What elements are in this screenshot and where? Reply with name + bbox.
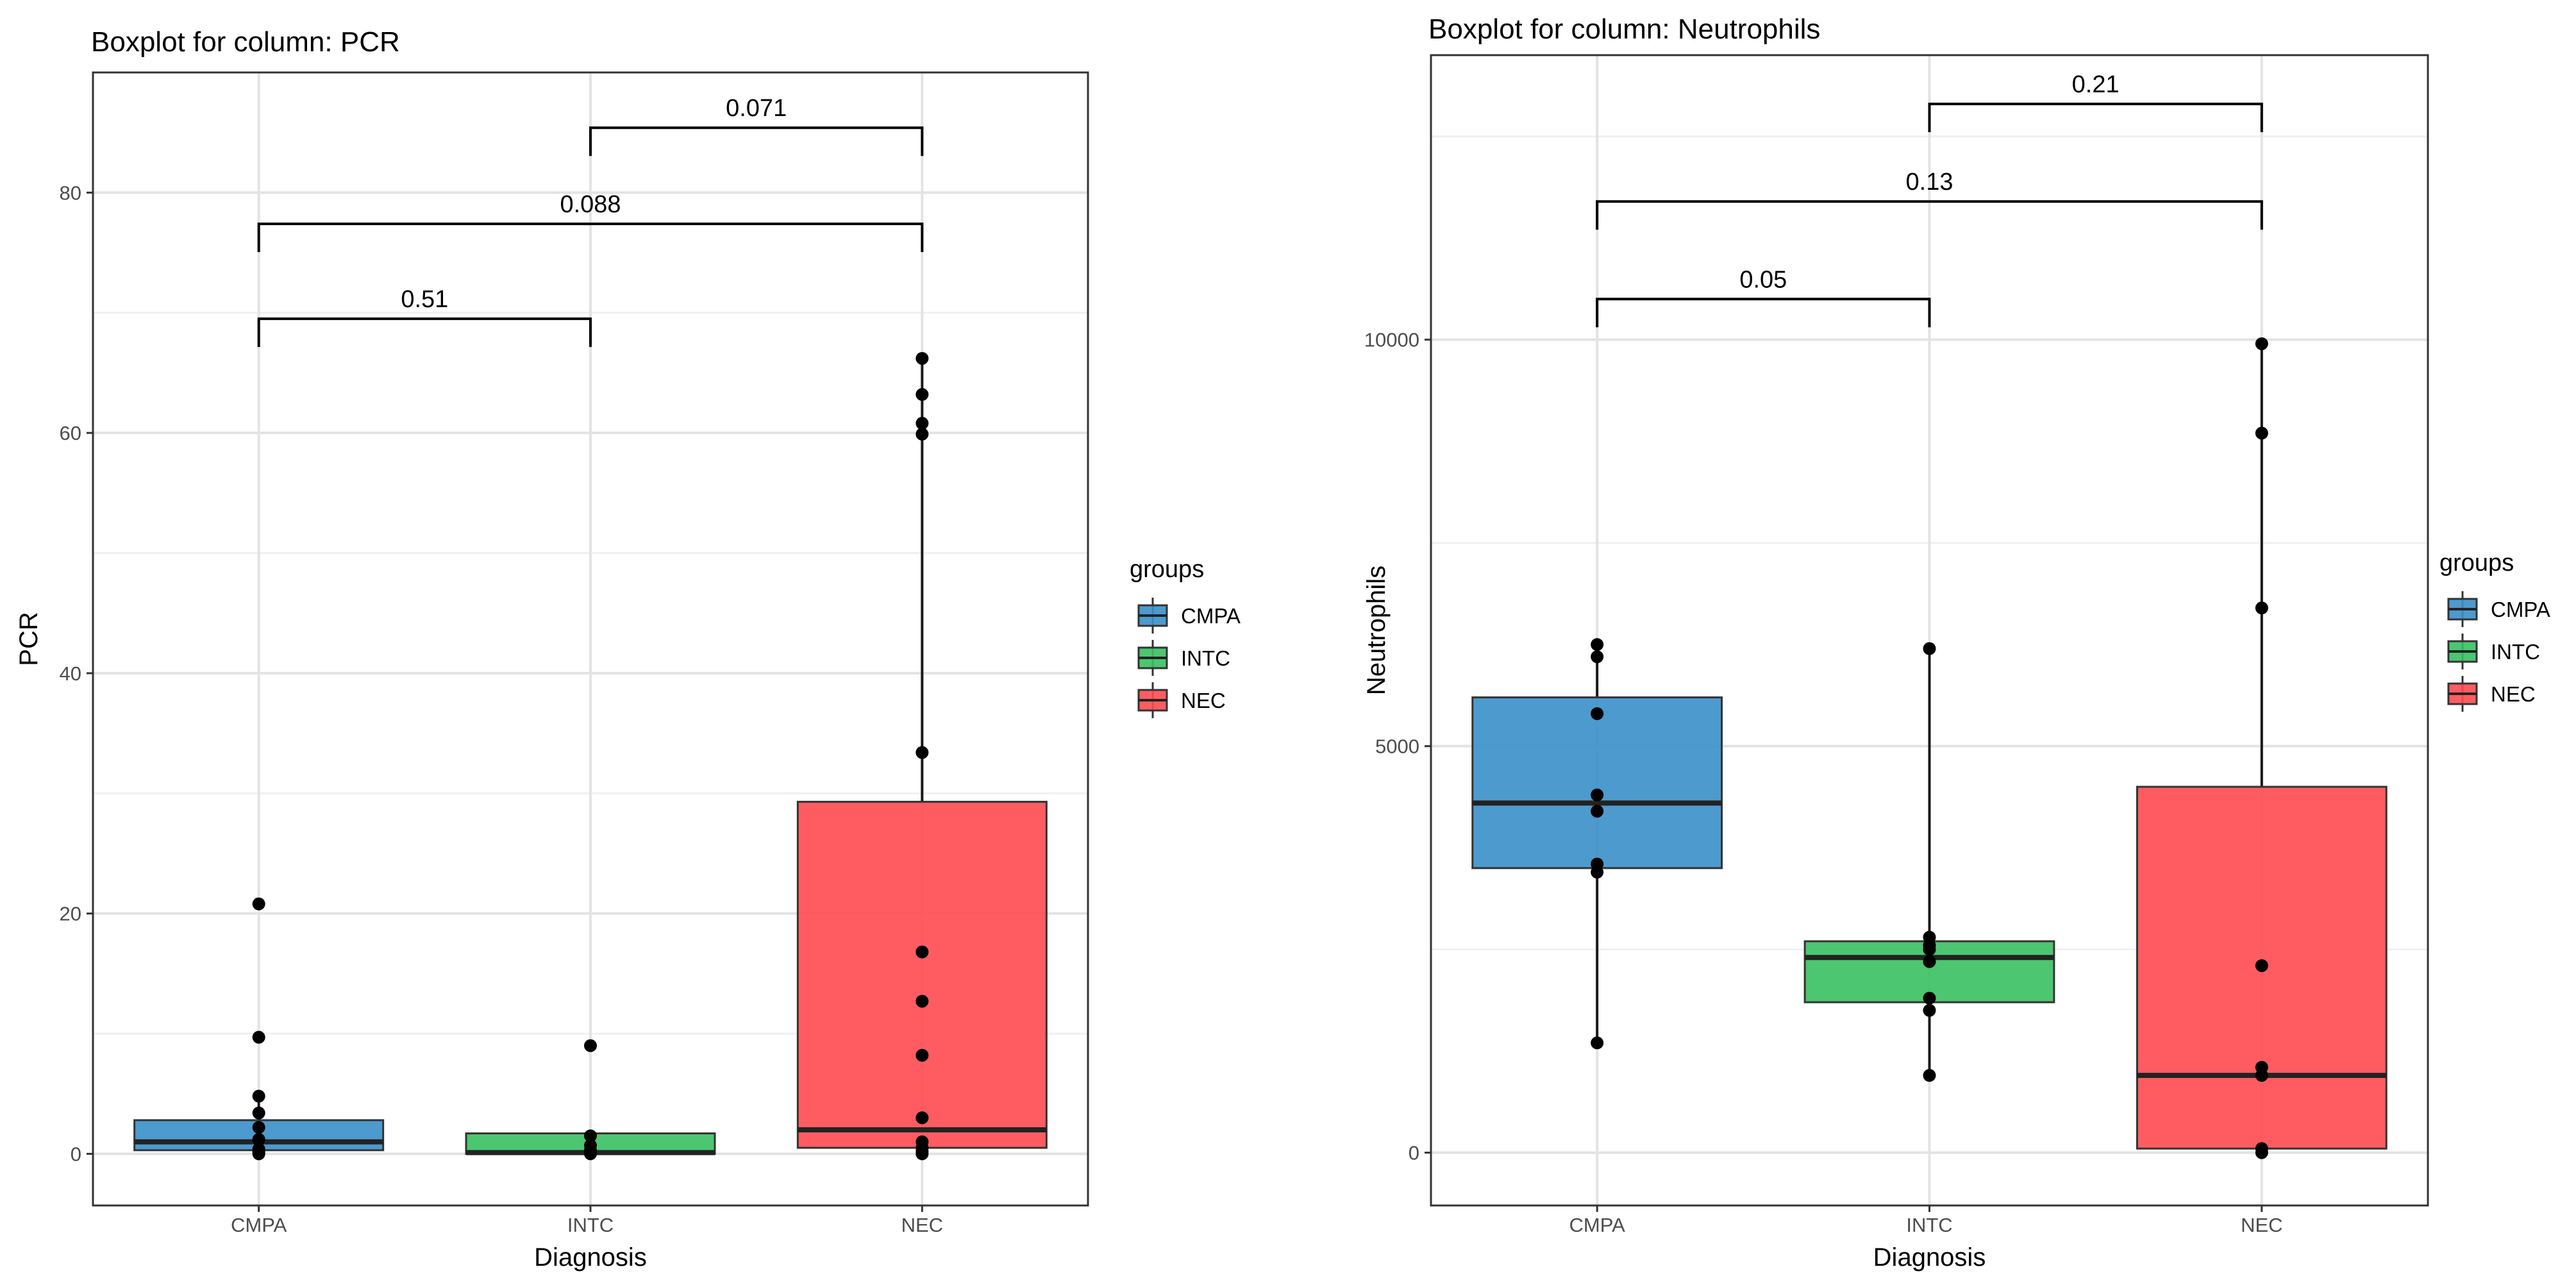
x-tick-label: NEC (901, 1214, 943, 1236)
y-tick-label: 40 (60, 662, 81, 685)
legend: groups CMPA INTC NEC (2439, 550, 2550, 712)
data-point (584, 1039, 597, 1052)
data-point (1923, 1004, 1936, 1017)
data-point (1591, 650, 1604, 664)
data-point (1591, 788, 1604, 802)
y-axis-title: Neutrophils (1362, 566, 1391, 695)
legend: groups CMPA INTC NEC (1130, 556, 1241, 718)
data-point (252, 897, 265, 911)
x-axis-title: Diagnosis (1873, 1243, 1986, 1272)
legend-key-cmpa (1137, 598, 1168, 634)
y-tick-label: 80 (60, 181, 81, 204)
data-point (916, 351, 929, 365)
data-point (252, 1030, 265, 1044)
y-tick-label: 60 (60, 422, 81, 444)
p-value-label: 0.21 (2072, 71, 2120, 98)
legend-key-nec (2447, 676, 2478, 712)
p-value-label: 0.05 (1739, 266, 1787, 293)
comparison-bracket (257, 223, 924, 253)
data-point (1591, 638, 1604, 651)
comparison-bracket (1596, 200, 2263, 230)
x-tick-label: CMPA (231, 1214, 287, 1236)
y-tick-label: 0 (71, 1143, 81, 1165)
data-point (2255, 601, 2268, 615)
data-point (2255, 1061, 2268, 1074)
legend-key-intc (1137, 640, 1168, 676)
data-point (2255, 337, 2268, 351)
data-point (916, 746, 929, 759)
data-point (916, 1048, 929, 1062)
y-tick-label: 0 (1409, 1142, 1419, 1164)
y-tick-label: 5000 (1375, 735, 1419, 758)
data-point (1923, 955, 1936, 968)
chart-panel-1: 0.51 0.088 0.071 0 20 40 60 80 CMPA INTC NEC Boxplo… (15, 26, 1241, 1272)
data-point (916, 1135, 929, 1148)
chart-title: Boxplot for column: Neutrophils (1428, 13, 1820, 45)
data-point (916, 995, 929, 1008)
data-point (916, 388, 929, 401)
legend-key-cmpa (2447, 591, 2478, 627)
data-point (252, 1132, 265, 1146)
chart-panel-2: 0.05 0.13 0.21 0 5000 10000 CMPA INTC NEC Boxplot… (1362, 13, 2550, 1272)
x-tick-label: INTC (567, 1214, 614, 1236)
data-point (916, 417, 929, 430)
data-point (1591, 805, 1604, 818)
legend-label: CMPA (2491, 598, 2550, 621)
comparison-bracket (257, 317, 592, 348)
legend-label: NEC (2491, 682, 2536, 706)
comparison-bracket (589, 126, 924, 156)
data-point (1923, 1069, 1936, 1082)
y-tick-label: 20 (60, 903, 81, 925)
data-point (1923, 642, 1936, 655)
data-point (916, 428, 929, 441)
box-nec (796, 800, 1048, 1149)
data-point (252, 1142, 265, 1155)
comparison-bracket (1596, 298, 1931, 328)
legend-label: INTC (2491, 640, 2540, 664)
p-value-label: 0.071 (726, 95, 787, 122)
data-point (584, 1139, 597, 1152)
x-tick-label: CMPA (1569, 1214, 1626, 1236)
legend-key-intc (2447, 634, 2478, 669)
y-tick-label: 10000 (1364, 329, 1419, 351)
data-point (252, 1089, 265, 1103)
p-value-label: 0.13 (1906, 169, 1953, 196)
data-point (1591, 857, 1604, 871)
x-tick-label: NEC (2241, 1214, 2282, 1236)
data-point (2255, 959, 2268, 972)
chart-title: Boxplot for column: PCR (91, 26, 400, 58)
legend-title: groups (1130, 556, 1204, 583)
data-point (252, 1106, 265, 1120)
data-point (1923, 991, 1936, 1005)
legend-label: INTC (1181, 646, 1230, 670)
legend-key-nec (1137, 682, 1168, 718)
comparison-bracket (1928, 103, 2263, 133)
data-point (252, 1121, 265, 1134)
y-axis-title: PCR (15, 612, 43, 666)
legend-title: groups (2439, 550, 2514, 576)
legend-label: CMPA (1181, 604, 1241, 628)
p-value-label: 0.51 (401, 286, 448, 313)
data-point (2255, 426, 2268, 440)
data-point (2255, 1142, 2268, 1155)
data-point (1923, 930, 1936, 944)
legend-label: NEC (1181, 689, 1226, 712)
data-point (1591, 1036, 1604, 1050)
x-tick-label: INTC (1906, 1214, 1952, 1236)
data-point (584, 1129, 597, 1143)
x-axis-title: Diagnosis (534, 1243, 647, 1272)
box-cmpa (1471, 696, 1723, 869)
p-value-label: 0.088 (560, 191, 621, 218)
data-point (916, 945, 929, 959)
data-point (1591, 707, 1604, 720)
data-point (916, 1111, 929, 1125)
